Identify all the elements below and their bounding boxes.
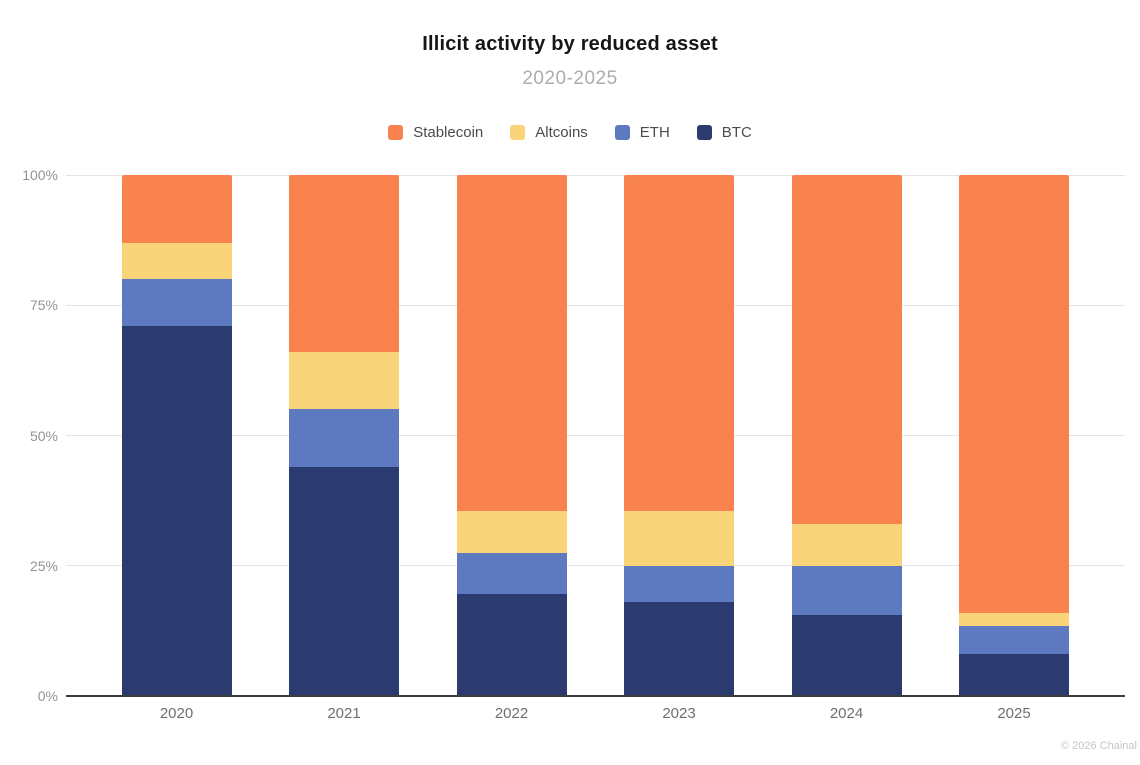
bar-segment-eth-2024[interactable] [791, 565, 902, 616]
legend-item-stablecoin[interactable]: Stablecoin [388, 124, 483, 141]
y-tick-label-25: 25% [29, 557, 58, 574]
bar-segment-eth-2021[interactable] [289, 409, 399, 467]
x-tick-label-2024: 2024 [829, 705, 864, 722]
legend-swatch-eth [614, 125, 630, 140]
bar-segment-stablecoin-2020[interactable] [121, 175, 232, 243]
gridline-50 [66, 435, 1125, 436]
bar-2023 [624, 175, 734, 696]
bar-segment-eth-2020[interactable] [121, 279, 232, 327]
y-tick-label-75: 75% [29, 297, 58, 314]
legend-item-altcoins[interactable]: Altcoins [510, 124, 588, 141]
bar-segment-btc-2023[interactable] [624, 602, 734, 696]
legend-label: BTC [721, 124, 752, 141]
copyright-text: © 2026 Chainal [1061, 740, 1137, 752]
y-tick-label-50: 50% [29, 427, 58, 444]
bar-segment-btc-2024[interactable] [791, 615, 902, 696]
bar-segment-eth-2023[interactable] [624, 565, 734, 603]
bar-segment-altcoins-2023[interactable] [624, 511, 734, 566]
bar-segment-btc-2022[interactable] [456, 594, 567, 696]
gridline-25 [66, 565, 1125, 567]
legend-label: Altcoins [535, 124, 588, 141]
bar-segment-stablecoin-2025[interactable] [959, 175, 1069, 613]
bar-segment-stablecoin-2022[interactable] [456, 175, 567, 512]
bar-segment-btc-2020[interactable] [121, 326, 232, 696]
bar-2024 [791, 175, 902, 696]
chart-title: Illicit activity by reduced asset [422, 33, 718, 55]
bar-segment-altcoins-2020[interactable] [121, 242, 232, 280]
bar-2021 [289, 175, 399, 696]
legend: Stablecoin Altcoins ETH BTC [0, 124, 1140, 141]
y-tick-label-100: 100% [22, 167, 58, 183]
legend-label: Stablecoin [413, 124, 484, 141]
gridline-75 [66, 304, 1125, 306]
bar-segment-btc-2025[interactable] [959, 654, 1069, 696]
bar-segment-altcoins-2024[interactable] [791, 524, 902, 566]
bar-segment-altcoins-2025[interactable] [959, 612, 1069, 626]
bar-segment-altcoins-2022[interactable] [456, 511, 567, 553]
bar-segment-eth-2025[interactable] [959, 625, 1069, 655]
bar-segment-stablecoin-2023[interactable] [624, 175, 734, 512]
y-tick-label-0: 0% [37, 688, 58, 704]
bar-segment-eth-2022[interactable] [456, 552, 567, 595]
x-tick-label-2021: 2021 [327, 705, 361, 722]
legend-item-btc[interactable]: BTC [696, 124, 752, 141]
x-tick-label-2025: 2025 [997, 705, 1031, 722]
legend-label: ETH [639, 124, 670, 141]
bar-2022 [456, 175, 567, 696]
x-tick-label-2023: 2023 [662, 705, 696, 722]
bar-2020 [121, 175, 232, 696]
x-tick-label-2022: 2022 [494, 705, 529, 722]
x-tick-label-2020: 2020 [159, 705, 194, 722]
legend-swatch-btc [696, 125, 712, 140]
chart-subtitle: 2020-2025 [522, 68, 618, 89]
bar-segment-btc-2021[interactable] [289, 466, 399, 696]
x-axis-line [66, 695, 1125, 697]
legend-item-eth[interactable]: ETH [614, 124, 670, 141]
bar-segment-altcoins-2021[interactable] [289, 352, 399, 410]
gridline-100 [66, 174, 1125, 176]
legend-swatch-altcoins [510, 125, 526, 140]
bar-2025 [959, 175, 1069, 696]
bar-segment-stablecoin-2024[interactable] [791, 175, 902, 525]
legend-swatch-stablecoin [388, 125, 404, 140]
bar-segment-stablecoin-2021[interactable] [289, 175, 399, 353]
